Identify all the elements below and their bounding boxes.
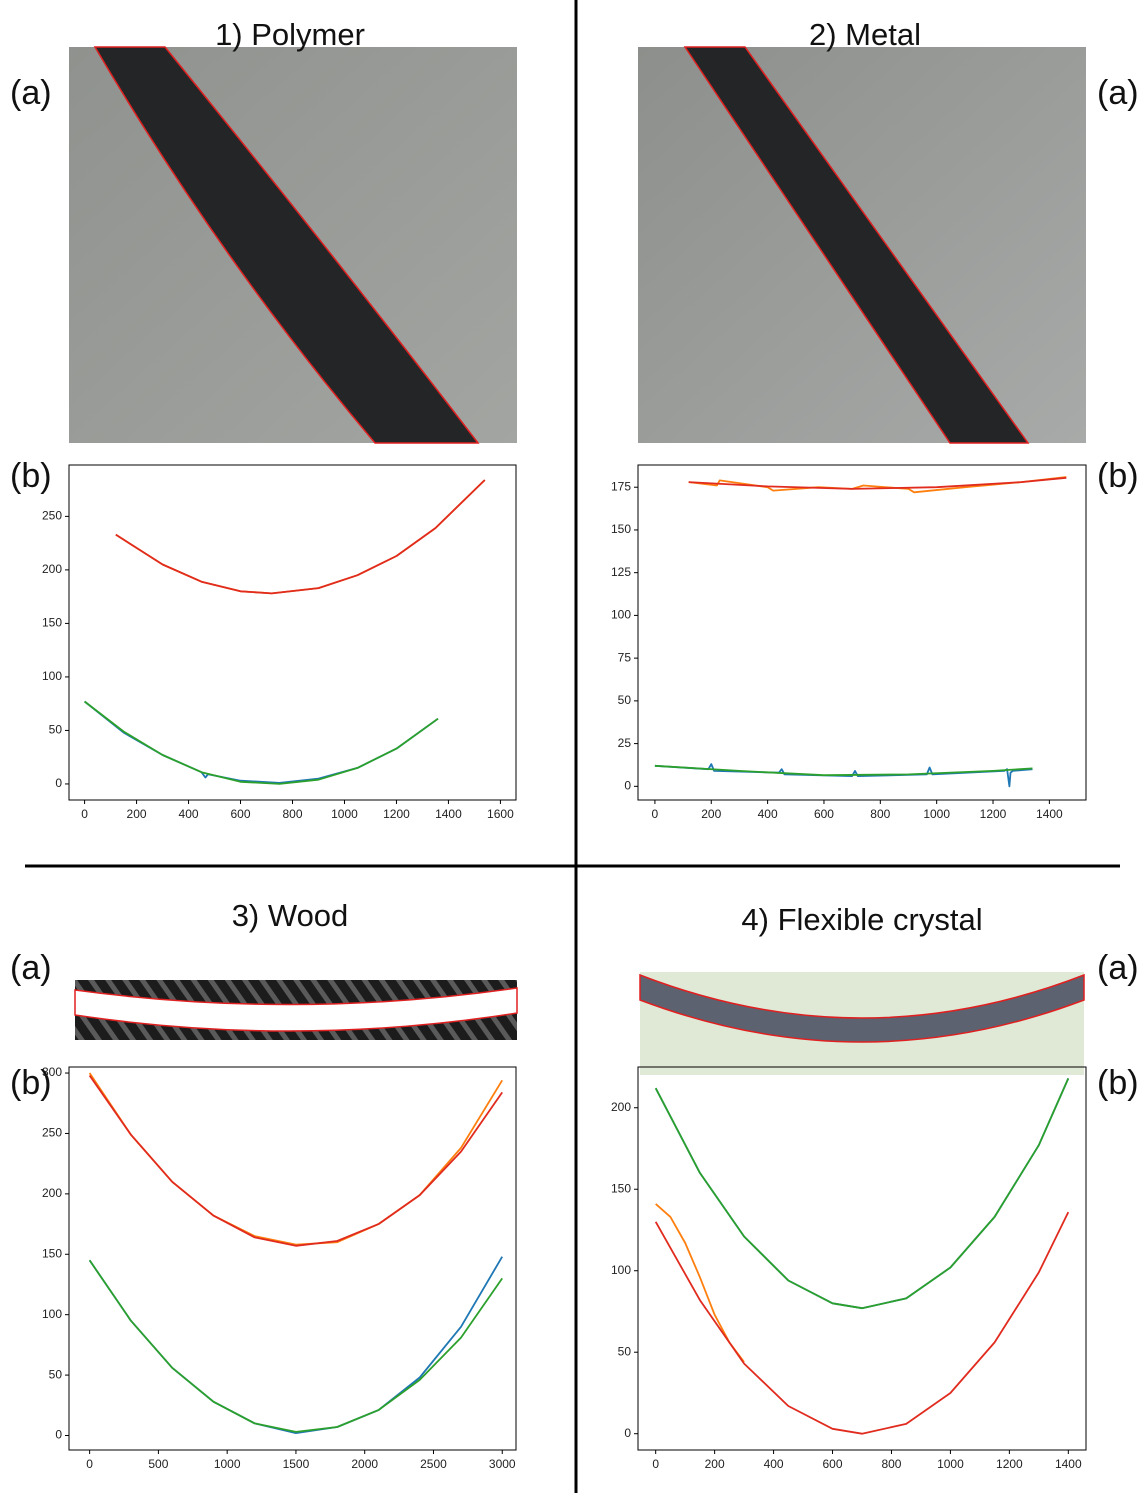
x-tick-label: 1000 [923,807,950,821]
panel-label: (a) [1097,74,1139,112]
y-tick-label: 150 [42,616,62,630]
y-tick-label: 0 [55,1428,62,1442]
series-line [688,476,1067,490]
series-line [84,700,439,785]
series-line [655,1203,745,1363]
plot-frame [637,1066,1087,1451]
panel-label: (a) [1097,949,1139,987]
y-tick-label: 250 [42,509,62,523]
y-tick-label: 50 [49,1367,63,1381]
plot-frame [637,464,1087,801]
y-tick-label: 150 [611,1181,631,1195]
x-tick-label: 1200 [980,807,1007,821]
photo-crystal [639,972,1085,1075]
x-tick-label: 400 [764,1457,784,1471]
y-tick-label: 50 [618,693,632,707]
x-tick-label: 800 [881,1457,901,1471]
y-tick-label: 75 [618,650,632,664]
x-tick-label: 1000 [331,807,358,821]
panel-title: 1) Polymer [215,17,365,52]
series-line [115,479,486,595]
y-tick-label: 300 [42,1065,62,1079]
series-line [654,1078,1070,1310]
x-tick-label: 500 [148,1457,168,1471]
photo-metal [638,46,1086,444]
y-tick-label: 0 [55,776,62,790]
y-tick-label: 0 [624,778,631,792]
x-tick-label: 600 [231,807,251,821]
x-tick-label: 200 [127,807,147,821]
photo-polymer [69,46,517,444]
x-tick-label: 1600 [487,807,514,821]
x-tick-label: 600 [823,1457,843,1471]
y-tick-label: 200 [42,1186,62,1200]
x-tick-label: 800 [282,807,302,821]
y-tick-label: 100 [42,1307,62,1321]
series-line [84,700,439,784]
panel-label: (a) [10,949,52,987]
y-tick-label: 50 [49,723,63,737]
x-tick-label: 0 [652,807,659,821]
y-tick-label: 200 [42,562,62,576]
y-tick-label: 150 [611,522,631,536]
x-tick-label: 1000 [214,1457,241,1471]
x-tick-label: 0 [86,1457,93,1471]
x-tick-label: 1000 [937,1457,964,1471]
panel-label: (b) [1097,457,1139,495]
y-tick-label: 100 [611,608,631,622]
y-tick-label: 175 [611,479,631,493]
panel-title: 3) Wood [232,898,349,933]
panel-label: (b) [10,1064,52,1102]
series-line [115,479,486,595]
series-line [654,1078,1070,1310]
panel-title: 4) Flexible crystal [741,902,982,937]
x-tick-label: 1400 [1055,1457,1082,1471]
x-tick-label: 400 [758,807,778,821]
y-tick-label: 150 [42,1246,62,1260]
panel-label: (b) [10,457,52,495]
x-tick-label: 1500 [283,1457,310,1471]
y-tick-label: 100 [611,1263,631,1277]
x-tick-label: 0 [652,1457,659,1471]
x-tick-label: 200 [705,1457,725,1471]
x-tick-label: 1200 [383,807,410,821]
y-tick-label: 100 [42,669,62,683]
x-tick-label: 1400 [435,807,462,821]
y-tick-label: 0 [624,1426,631,1440]
x-tick-label: 400 [179,807,199,821]
y-tick-label: 25 [618,736,632,750]
x-tick-label: 2000 [351,1457,378,1471]
photo-wood [74,980,518,1040]
series-line [654,1211,1070,1435]
x-tick-label: 600 [814,807,834,821]
x-tick-label: 3000 [489,1457,516,1471]
x-tick-label: 1200 [996,1457,1023,1471]
x-tick-label: 800 [870,807,890,821]
plot-frame [68,1066,517,1451]
panel-label: (a) [10,74,52,112]
y-tick-label: 125 [611,565,631,579]
x-tick-label: 0 [81,807,88,821]
x-tick-label: 200 [701,807,721,821]
series-line [654,763,1033,788]
y-tick-label: 200 [611,1100,631,1114]
y-tick-label: 50 [618,1344,632,1358]
x-tick-label: 2500 [420,1457,447,1471]
series-line [88,1259,503,1433]
series-line [88,1074,503,1247]
y-tick-label: 250 [42,1126,62,1140]
panel-title: 2) Metal [809,17,921,52]
x-tick-label: 1400 [1036,807,1063,821]
series-line [654,764,1033,777]
panel-label: (b) [1097,1064,1139,1102]
